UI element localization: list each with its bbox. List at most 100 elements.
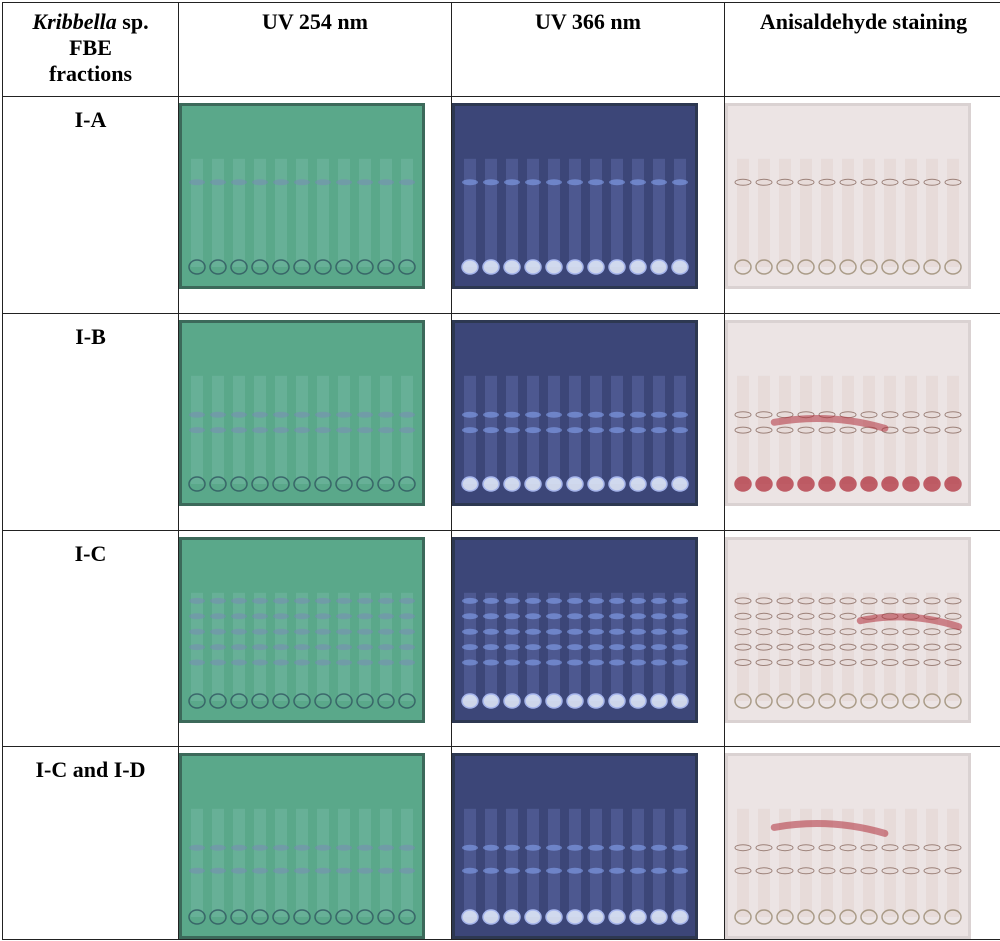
tlc-band	[504, 179, 520, 186]
origin-spot	[839, 909, 857, 925]
tlc-band	[189, 411, 205, 418]
tlc-band	[881, 628, 899, 636]
tlc-band	[839, 426, 857, 434]
origin-spot	[251, 909, 269, 925]
origin-spot	[545, 909, 563, 925]
row-label: I-A	[2, 96, 179, 314]
lane-streak	[338, 808, 350, 917]
tlc-band	[483, 659, 499, 666]
tlc-band	[273, 411, 289, 418]
tlc-plate-image	[452, 753, 698, 939]
tlc-plate-image	[725, 320, 971, 506]
lane-streak	[653, 158, 665, 267]
lane-streak	[632, 808, 644, 917]
tlc-band	[567, 597, 583, 604]
tlc-band	[734, 597, 752, 605]
lane-streak	[905, 158, 917, 267]
origin-spot	[461, 693, 479, 709]
tlc-band	[462, 844, 478, 851]
lane-streak	[485, 808, 497, 917]
tlc-band	[378, 867, 394, 874]
lane-streak	[254, 158, 266, 267]
origin-spot	[230, 909, 248, 925]
tlc-band	[525, 844, 541, 851]
tlc-band	[315, 844, 331, 851]
tlc-band	[210, 427, 226, 434]
tlc-band	[902, 178, 920, 186]
origin-spot	[629, 693, 647, 709]
header-anisaldehyde: Anisaldehyde staining	[724, 2, 1000, 97]
origin-spot	[503, 909, 521, 925]
origin-spot	[482, 909, 500, 925]
tlc-band	[252, 427, 268, 434]
tlc-band	[336, 427, 352, 434]
tlc-band	[399, 179, 415, 186]
lane-streak	[527, 808, 539, 917]
tlc-band	[609, 597, 625, 604]
tlc-band	[504, 613, 520, 620]
lane-streak	[821, 375, 833, 484]
tlc-band	[294, 867, 310, 874]
tlc-band	[630, 427, 646, 434]
lane-streak	[779, 375, 791, 484]
tlc-plate-image	[452, 537, 698, 723]
tlc-band	[734, 612, 752, 620]
tlc-band	[567, 427, 583, 434]
origin-spot	[188, 476, 206, 492]
tlc-band	[630, 628, 646, 635]
origin-spot	[545, 259, 563, 275]
tlc-band	[336, 613, 352, 620]
tlc-band	[357, 844, 373, 851]
lane-streak	[191, 158, 203, 267]
tlc-band	[378, 659, 394, 666]
origin-spot	[860, 259, 878, 275]
lane-streak	[275, 158, 287, 267]
origin-spot	[503, 476, 521, 492]
tlc-band	[231, 427, 247, 434]
plate-uv254-cell	[178, 746, 452, 940]
tlc-band	[818, 867, 836, 875]
tlc-plate-image	[452, 320, 698, 506]
origin-spot	[272, 909, 290, 925]
tlc-band	[504, 659, 520, 666]
origin-spot	[314, 693, 332, 709]
tlc-band	[902, 867, 920, 875]
tlc-band	[797, 178, 815, 186]
tlc-band	[755, 426, 773, 434]
tlc-band	[902, 643, 920, 651]
origin-spot	[230, 693, 248, 709]
tlc-band	[839, 628, 857, 636]
lane-streak	[506, 158, 518, 267]
plate-uv366-cell	[451, 96, 725, 314]
tlc-band	[944, 426, 962, 434]
tlc-band	[651, 411, 667, 418]
lane-streak	[905, 375, 917, 484]
tlc-band	[252, 628, 268, 635]
tlc-band	[336, 659, 352, 666]
tlc-band	[399, 597, 415, 604]
tlc-band	[378, 844, 394, 851]
tlc-band	[797, 643, 815, 651]
lane-streak	[926, 592, 938, 701]
tlc-band	[273, 659, 289, 666]
header-genus: Kribbella	[32, 9, 117, 34]
origin-spot	[902, 259, 920, 275]
tlc-band	[231, 411, 247, 418]
plate-background	[725, 753, 971, 939]
tlc-band	[567, 628, 583, 635]
origin-spot	[650, 259, 668, 275]
tlc-band	[734, 178, 752, 186]
tlc-band	[944, 628, 962, 636]
lane-streak	[863, 592, 875, 701]
origin-spot	[923, 476, 941, 492]
lane-streak	[401, 808, 413, 917]
origin-spot	[356, 909, 374, 925]
origin-spot	[566, 476, 584, 492]
tlc-band	[483, 597, 499, 604]
tlc-band	[210, 411, 226, 418]
lane-streak	[926, 158, 938, 267]
tlc-band	[672, 179, 688, 186]
tlc-band	[881, 643, 899, 651]
tlc-band	[252, 867, 268, 874]
tlc-band	[734, 867, 752, 875]
